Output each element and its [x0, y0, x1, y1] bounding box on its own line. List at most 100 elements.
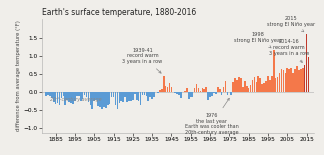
Bar: [246, 86, 248, 92]
Bar: [190, 92, 191, 97]
Bar: [215, 92, 217, 94]
Bar: [136, 92, 137, 100]
Bar: [288, 69, 290, 92]
Bar: [211, 92, 213, 96]
Bar: [159, 90, 161, 92]
Bar: [74, 92, 76, 101]
Bar: [238, 77, 240, 92]
Bar: [132, 92, 134, 100]
Bar: [130, 92, 132, 101]
Bar: [122, 92, 124, 102]
Bar: [234, 78, 236, 92]
Bar: [223, 87, 225, 92]
Bar: [279, 73, 280, 92]
Bar: [147, 92, 149, 101]
Bar: [242, 87, 244, 92]
Bar: [105, 92, 107, 108]
Bar: [273, 50, 274, 92]
Bar: [254, 77, 255, 92]
Bar: [275, 78, 276, 92]
Bar: [265, 81, 267, 92]
Bar: [124, 92, 126, 97]
Text: 20ᵗʰ-century average: 20ᵗʰ-century average: [50, 97, 101, 102]
Text: Earth's surface temperature, 1880-2016: Earth's surface temperature, 1880-2016: [42, 8, 196, 17]
Bar: [219, 89, 221, 92]
Bar: [101, 92, 103, 109]
Text: 2015
strong El Niño year: 2015 strong El Niño year: [267, 16, 315, 32]
Bar: [53, 92, 54, 102]
Bar: [82, 92, 84, 99]
Bar: [138, 92, 139, 101]
Bar: [126, 92, 128, 102]
Bar: [140, 92, 141, 105]
Bar: [269, 80, 271, 92]
Bar: [194, 89, 195, 92]
Bar: [203, 89, 205, 92]
Bar: [252, 80, 253, 92]
Text: 1976
the last year
Earth was cooler than
20th-century average: 1976 the last year Earth was cooler than…: [185, 98, 239, 135]
Bar: [157, 92, 159, 93]
Bar: [142, 92, 143, 95]
Bar: [95, 92, 97, 100]
Bar: [205, 87, 207, 92]
Bar: [151, 92, 153, 99]
Bar: [294, 69, 296, 92]
Bar: [49, 92, 51, 96]
Bar: [163, 76, 165, 92]
Bar: [178, 92, 180, 95]
Y-axis label: difference from average temperature (°F): difference from average temperature (°F): [16, 20, 21, 131]
Bar: [304, 65, 306, 92]
Bar: [145, 92, 147, 96]
Bar: [207, 92, 209, 100]
Bar: [51, 92, 52, 98]
Text: 1939-41
record warm
3 years in a row: 1939-41 record warm 3 years in a row: [122, 48, 163, 73]
Bar: [86, 92, 87, 97]
Bar: [232, 82, 234, 92]
Bar: [76, 92, 78, 96]
Bar: [134, 92, 135, 93]
Bar: [290, 68, 292, 92]
Bar: [63, 92, 64, 96]
Bar: [283, 70, 284, 92]
Bar: [230, 92, 232, 95]
Bar: [292, 73, 294, 92]
Bar: [45, 92, 47, 96]
Bar: [97, 92, 99, 106]
Bar: [298, 70, 300, 92]
Bar: [260, 78, 261, 92]
Bar: [153, 92, 155, 97]
Bar: [277, 77, 278, 92]
Bar: [236, 80, 238, 92]
Bar: [226, 92, 228, 95]
Bar: [171, 87, 172, 92]
Bar: [103, 92, 105, 108]
Bar: [250, 85, 251, 92]
Bar: [176, 92, 178, 94]
Bar: [91, 92, 93, 109]
Bar: [225, 81, 226, 92]
Bar: [64, 92, 66, 105]
Bar: [128, 92, 130, 101]
Bar: [149, 92, 151, 97]
Bar: [89, 92, 91, 105]
Bar: [300, 69, 302, 92]
Bar: [115, 92, 116, 105]
Bar: [68, 92, 70, 102]
Bar: [217, 87, 219, 92]
Bar: [200, 91, 201, 92]
Bar: [213, 92, 215, 93]
Bar: [109, 92, 110, 104]
Bar: [248, 88, 249, 92]
Bar: [107, 92, 109, 105]
Bar: [308, 57, 309, 92]
Bar: [258, 76, 259, 92]
Bar: [198, 88, 199, 92]
Bar: [80, 92, 82, 101]
Bar: [117, 92, 118, 109]
Bar: [188, 92, 190, 99]
Bar: [192, 92, 193, 97]
Bar: [161, 89, 163, 92]
Bar: [184, 91, 186, 92]
Bar: [165, 86, 167, 92]
Bar: [61, 92, 62, 98]
